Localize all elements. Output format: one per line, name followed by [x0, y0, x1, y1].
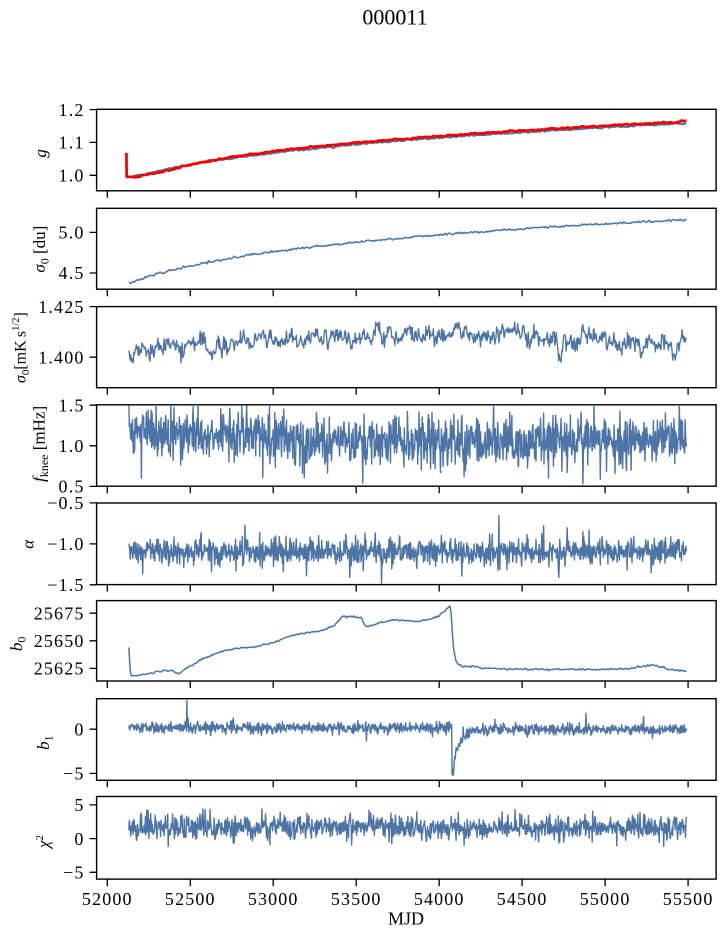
svg-text:53000: 53000	[248, 889, 299, 909]
svg-text:25650: 25650	[34, 631, 85, 651]
svg-text:55500: 55500	[663, 889, 714, 909]
svg-text:0.5: 0.5	[59, 477, 85, 497]
svg-text:000011: 000011	[362, 4, 427, 29]
svg-text:σ0 [du]: σ0 [du]	[30, 226, 52, 273]
svg-text:1.425: 1.425	[38, 297, 84, 317]
svg-text:b1: b1	[34, 735, 56, 750]
svg-text:1.0: 1.0	[59, 436, 85, 456]
svg-text:−0.5: −0.5	[47, 493, 84, 513]
svg-text:55000: 55000	[580, 889, 631, 909]
svg-text:1.5: 1.5	[59, 395, 85, 415]
svg-text:5: 5	[74, 795, 84, 815]
svg-text:1.2: 1.2	[59, 100, 85, 120]
svg-text:1.400: 1.400	[38, 347, 84, 367]
svg-text:fknee [mHz]: fknee [mHz]	[30, 406, 52, 482]
svg-text:−5: −5	[63, 863, 84, 883]
svg-text:1.0: 1.0	[59, 166, 85, 186]
svg-text:MJD: MJD	[388, 909, 424, 929]
svg-text:α: α	[18, 539, 37, 549]
svg-text:1.1: 1.1	[59, 133, 85, 153]
svg-text:−1.5: −1.5	[47, 575, 84, 595]
svg-text:52500: 52500	[165, 889, 216, 909]
svg-text:54500: 54500	[497, 889, 548, 909]
svg-text:53500: 53500	[331, 889, 382, 909]
svg-text:25675: 25675	[34, 603, 85, 623]
svg-text:−1.0: −1.0	[47, 534, 84, 554]
svg-text:χ2: χ2	[34, 835, 53, 850]
svg-text:0: 0	[74, 829, 84, 849]
svg-text:5.0: 5.0	[59, 223, 85, 243]
svg-text:25625: 25625	[34, 659, 85, 679]
svg-text:4.5: 4.5	[59, 263, 85, 283]
svg-text:b0: b0	[7, 637, 29, 652]
svg-text:0: 0	[74, 719, 84, 739]
svg-text:52000: 52000	[82, 889, 133, 909]
svg-text:σ0[mK s1/2]: σ0[mK s1/2]	[11, 312, 32, 383]
svg-text:−5: −5	[63, 764, 84, 784]
svg-text:54000: 54000	[414, 889, 465, 909]
svg-text:g: g	[31, 149, 50, 158]
